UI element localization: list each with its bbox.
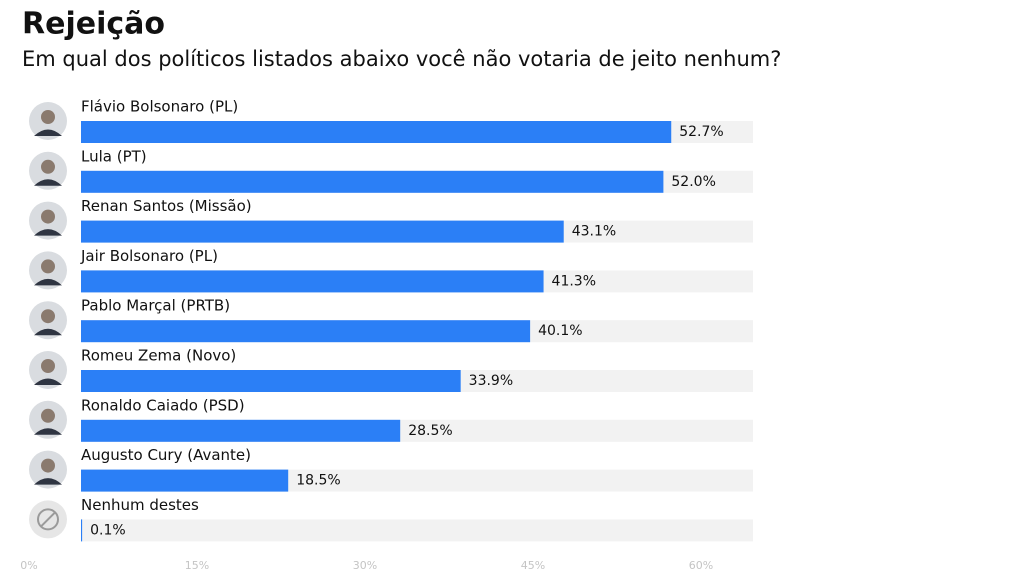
category-label: Lula (PT) — [81, 147, 147, 165]
category-label: Augusto Cury (Avante) — [81, 446, 251, 464]
category-label: Nenhum destes — [81, 496, 199, 514]
x-tick-label: 45% — [521, 559, 545, 572]
avatar-head — [41, 408, 55, 423]
bar — [81, 270, 544, 293]
bar — [81, 519, 83, 542]
bar-track — [81, 519, 753, 542]
x-tick-label: 30% — [353, 559, 377, 572]
x-tick-label: 60% — [689, 559, 713, 572]
avatar-body — [34, 229, 62, 236]
avatar-body — [34, 179, 62, 186]
bar — [81, 170, 664, 193]
category-label: Flávio Bolsonaro (PL) — [81, 98, 238, 116]
bar — [81, 220, 564, 243]
x-tick-label: 0% — [20, 559, 37, 572]
bar — [81, 121, 672, 143]
x-tick-label: 15% — [185, 559, 209, 572]
value-label: 40.1% — [538, 323, 582, 339]
bar — [81, 419, 401, 442]
avatar-head — [41, 309, 55, 324]
value-label: 43.1% — [572, 224, 616, 240]
avatar-body — [34, 328, 62, 336]
chart-title: Rejeição — [22, 7, 165, 42]
value-label: 28.5% — [408, 423, 452, 439]
avatar-head — [41, 110, 55, 124]
category-label: Renan Santos (Missão) — [81, 197, 252, 215]
value-label: 33.9% — [469, 373, 513, 389]
avatar-body — [34, 428, 62, 435]
bar — [81, 370, 461, 392]
avatar-body — [34, 278, 62, 286]
category-label: Romeu Zema (Novo) — [81, 347, 236, 365]
avatar-head — [41, 458, 55, 473]
avatar-body — [34, 478, 62, 485]
value-label: 52.7% — [679, 124, 723, 140]
avatar-head — [41, 159, 55, 174]
avatar-body — [34, 129, 62, 136]
category-label: Jair Bolsonaro (PL) — [80, 247, 218, 265]
value-label: 41.3% — [552, 273, 596, 289]
avatar-head — [41, 259, 55, 274]
none-icon — [37, 508, 59, 531]
bar — [81, 320, 531, 343]
avatar-body — [34, 378, 62, 385]
value-label: 18.5% — [296, 473, 340, 489]
none-icon-slash — [40, 511, 56, 528]
avatar-head — [41, 209, 55, 224]
category-label: Ronaldo Caiado (PSD) — [81, 396, 245, 414]
value-label: 52.0% — [671, 174, 715, 190]
value-label: 0.1% — [90, 522, 126, 538]
avatar-head — [41, 359, 55, 373]
chart-subtitle: Em qual dos políticos listados abaixo vo… — [22, 47, 781, 71]
category-label: Pablo Marçal (PRTB) — [81, 297, 230, 315]
bar — [81, 469, 289, 492]
